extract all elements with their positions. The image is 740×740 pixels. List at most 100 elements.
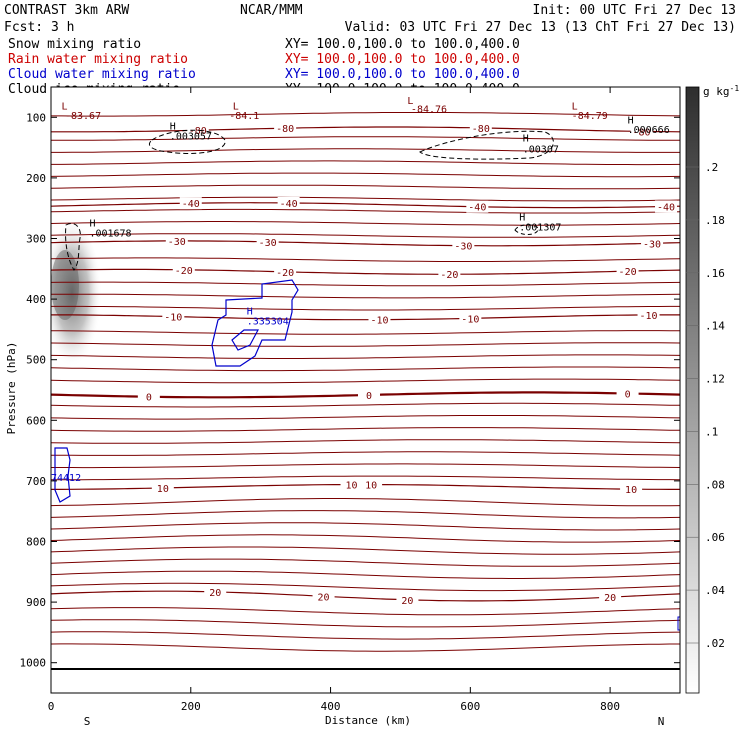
isotherm-line xyxy=(51,342,680,347)
isotherm-label-bg xyxy=(277,196,300,209)
x-end-label-north: N xyxy=(658,715,665,728)
cloud-ice-contour xyxy=(65,223,81,271)
extremum-label: -83.67 xyxy=(65,111,101,122)
y-tick-label: 300 xyxy=(26,233,46,246)
extremum-label: L xyxy=(233,101,239,112)
cloud-ice-contour xyxy=(419,130,554,160)
isotherm-line xyxy=(51,233,680,238)
temperature-contours: -80 -80 -80 -80 -40 -40 -40 -40 -30 -30 -30 -30 -20 -… xyxy=(51,112,680,652)
extremum-label: .001307 xyxy=(519,223,561,234)
isotherm-label: 10 xyxy=(157,484,169,495)
isotherm-label: -40 xyxy=(657,202,675,213)
isotherm-label: 0 xyxy=(366,391,372,402)
isotherm-label: -80 xyxy=(189,126,207,137)
snow-shading-core xyxy=(51,250,79,320)
isotherm-label-bg xyxy=(637,308,660,321)
isotherm-label-bg xyxy=(620,483,643,496)
isotherm-label-bg xyxy=(151,481,174,494)
isotherm-label-bg xyxy=(274,265,297,278)
isotherm-line xyxy=(51,619,680,628)
isotherm-label: 20 xyxy=(209,588,221,599)
isotherm-label-bg xyxy=(186,124,209,137)
isotherm-line xyxy=(51,208,680,214)
isotherm-line xyxy=(51,402,680,408)
colorbar-tick-label: .2 xyxy=(705,161,718,174)
header-org: NCAR/MMM xyxy=(240,3,303,18)
isotherm-label-bg xyxy=(641,237,664,250)
isotherm-line xyxy=(51,510,680,519)
cloud-water-contour xyxy=(231,329,259,351)
y-tick-label: 500 xyxy=(26,354,46,367)
extremum-label: .335304 xyxy=(247,317,289,328)
isotherm-line xyxy=(51,354,680,359)
isotherm-label-bg xyxy=(274,122,297,135)
isotherm-label: -10 xyxy=(640,311,658,322)
extrema-labels: L-83.67L-84.1L-84.76 L-84.79H.003057 H.003… xyxy=(51,96,670,484)
isotherm-label-bg xyxy=(655,200,678,213)
isotherm-line xyxy=(51,221,680,226)
header-init: Init: 00 UTC Fri 27 Dec 13 xyxy=(533,3,737,18)
isotherm-line xyxy=(51,126,680,133)
isotherm-line xyxy=(51,314,680,321)
extremum-label: -84.76 xyxy=(411,104,447,115)
extremum-label: H xyxy=(170,121,176,132)
y-tick-label: 800 xyxy=(26,536,46,549)
x-tick-label: 200 xyxy=(181,700,201,713)
extremum-label: 74412 xyxy=(51,473,81,484)
isotherm-line xyxy=(51,160,680,166)
isotherm-label: -80 xyxy=(472,124,490,135)
isotherm-label: 0 xyxy=(625,389,631,400)
isotherm-label: -80 xyxy=(633,127,651,138)
snow-shading xyxy=(51,225,102,375)
isotherm-label-bg xyxy=(256,235,279,248)
x-axis-title: Distance (km) xyxy=(325,714,411,727)
isotherm-line xyxy=(51,240,680,247)
legend-name: Cloud water mixing ratio xyxy=(8,67,196,82)
extremum-label: L xyxy=(572,101,578,112)
cloud-ice-contours xyxy=(65,129,554,271)
isotherm-line xyxy=(51,184,680,190)
extremum-label: H xyxy=(519,212,525,223)
isotherm-label-bg xyxy=(599,591,622,604)
y-tick-label: 700 xyxy=(26,475,46,488)
isotherm-line xyxy=(51,148,680,153)
isotherm-line xyxy=(51,582,680,592)
isotherm-label: -20 xyxy=(175,266,193,277)
header-title: CONTRAST 3km ARW xyxy=(4,3,129,18)
colorbar-tick-label: .12 xyxy=(705,373,725,386)
isotherm-line xyxy=(51,546,680,555)
cloud-water-contour xyxy=(677,616,680,631)
extremum-label: H xyxy=(89,218,95,229)
isotherm-line xyxy=(51,475,680,481)
isotherm-label-bg xyxy=(179,197,202,210)
y-tick-label: 100 xyxy=(26,111,46,124)
cloud-water-contour xyxy=(211,279,299,367)
isotherm-label: -40 xyxy=(280,199,298,210)
colorbar-tick-label: .14 xyxy=(705,320,725,333)
isotherm-label: 10 xyxy=(625,485,637,496)
isotherm-label-bg xyxy=(312,590,335,603)
isotherm-label: -20 xyxy=(619,267,637,278)
x-tick-label: 800 xyxy=(600,700,620,713)
isotherm-line xyxy=(51,305,680,311)
x-end-label-south: S xyxy=(84,715,91,728)
colorbar-tick-label: .1 xyxy=(705,425,718,438)
isotherm-label: -20 xyxy=(276,268,294,279)
y-tick-label: 200 xyxy=(26,172,46,185)
isotherm-line xyxy=(51,463,680,469)
isotherm-line xyxy=(51,522,680,531)
colorbar-tick-label: .06 xyxy=(705,531,725,544)
x-axis: 0 200 400 600 800 xyxy=(48,87,620,713)
isotherm-label-bg xyxy=(459,312,482,325)
y-tick-label: 600 xyxy=(26,414,46,427)
isotherm-line xyxy=(51,281,680,287)
extremum-label: H xyxy=(523,134,529,145)
isotherm-line xyxy=(51,427,680,432)
colorbar-unit: g kg-1 xyxy=(703,84,739,98)
extremum-label: H xyxy=(628,115,634,126)
isotherm-label-bg xyxy=(137,390,160,403)
isotherm-line xyxy=(51,415,680,420)
cloud-ice-contour xyxy=(514,224,539,235)
isotherm-label-bg xyxy=(616,387,639,400)
